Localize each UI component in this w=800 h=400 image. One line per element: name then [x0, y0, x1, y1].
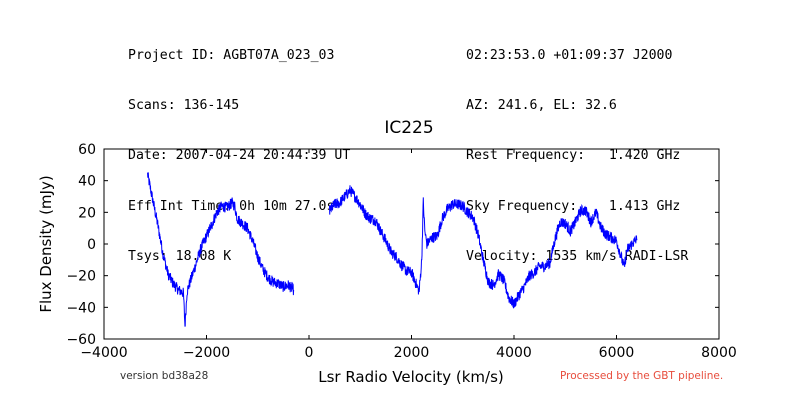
spectrum-line-segment	[329, 185, 638, 309]
x-tick-label: 8000	[701, 345, 737, 361]
rest-frequency-line: Rest Frequency: 1.420 GHz	[466, 148, 681, 164]
date-line: Date: 2007-04-24 20:44:39 UT	[128, 148, 351, 164]
scans-line: Scans: 136-145	[128, 97, 240, 113]
x-axis-label: Lsr Radio Velocity (km/s)	[318, 368, 504, 386]
header-left: Project ID: AGBT07A_023_03 Scans: 136-14…	[128, 14, 350, 283]
y-tick-label: 40	[78, 174, 96, 190]
pipeline-credit: Processed by the GBT pipeline.	[560, 370, 724, 382]
y-tick-label: 0	[87, 237, 96, 253]
version-label: version bd38a28	[120, 370, 209, 382]
plot-frame	[103, 148, 720, 340]
coords-line: 02:23:53.0 +01:09:37 J2000	[466, 47, 673, 63]
x-tick-label: −4000	[80, 345, 127, 361]
chart-title: IC225	[384, 118, 433, 138]
x-tick-label: 2000	[394, 345, 430, 361]
y-tick-label: 20	[78, 205, 96, 221]
x-tick-label: −2000	[183, 345, 230, 361]
y-tick-label: −40	[66, 300, 96, 316]
x-tick-label: 6000	[599, 345, 635, 361]
y-tick-label: −60	[66, 332, 96, 348]
x-ticks: −4000 −2000 0 2000 4000 6000 8000	[80, 149, 737, 361]
spectrum-line-segment	[147, 172, 295, 327]
y-tick-label: −20	[66, 269, 96, 285]
eff-int-time-line: Eff Int Time: 0h 10m 27.0s	[128, 198, 335, 214]
project-id-line: Project ID: AGBT07A_023_03	[128, 47, 335, 63]
y-ticks: −60 −40 −20 0 20 40 60	[66, 142, 719, 348]
x-tick-label: 4000	[496, 345, 532, 361]
header-right: 02:23:53.0 +01:09:37 J2000 AZ: 241.6, EL…	[466, 14, 688, 283]
tsys-line: Tsys: 18.08 K	[128, 249, 232, 265]
x-tick-label: 0	[305, 345, 314, 361]
velocity-line: Velocity: 1535 km/s RADI-LSR	[466, 249, 689, 265]
az-el-line: AZ: 241.6, EL: 32.6	[466, 97, 617, 113]
sky-frequency-line: Sky Frequency: 1.413 GHz	[466, 198, 681, 214]
y-axis-label: Flux Density (mJy)	[37, 175, 55, 312]
y-tick-label: 60	[78, 142, 96, 158]
series-layer	[147, 172, 638, 327]
